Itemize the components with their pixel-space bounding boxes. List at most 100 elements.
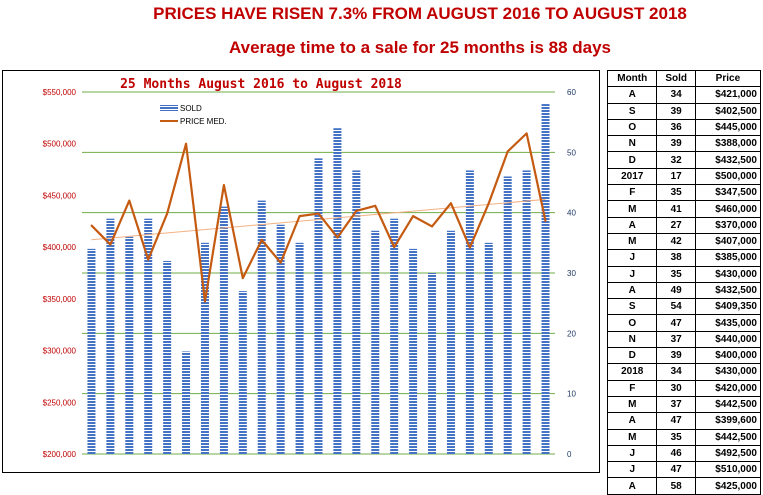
- headline-price-change: PRICES HAVE RISEN 7.3% FROM AUGUST 2016 …: [153, 4, 687, 23]
- legend-label-sold: SOLD: [180, 104, 202, 113]
- cell-price: $402,500: [694, 102, 762, 120]
- cell-price: $442,500: [694, 395, 762, 414]
- y-right-tick-label: 60: [567, 88, 576, 97]
- cell-sold: 58: [656, 477, 696, 495]
- cell-price: $388,000: [694, 135, 762, 153]
- point-price-median: [450, 202, 452, 205]
- cell-month: J: [606, 444, 658, 463]
- point-price-median: [544, 220, 547, 223]
- cell-price: $425,000: [694, 477, 762, 495]
- cell-price: $430,000: [694, 265, 762, 283]
- cell-price: $432,500: [694, 151, 762, 169]
- bar-sold: [352, 170, 361, 454]
- point-price-median: [128, 199, 131, 202]
- cell-price: $445,000: [694, 118, 762, 137]
- cell-sold: 41: [656, 200, 696, 218]
- column-header-month: Month: [606, 69, 658, 88]
- point-price-median: [260, 239, 263, 241]
- point-price-median: [393, 246, 396, 249]
- cell-price: $370,000: [694, 216, 762, 234]
- table-row: O 47 $435,000: [606, 314, 762, 332]
- cell-month: M: [606, 200, 658, 218]
- cell-month: J: [606, 461, 658, 479]
- point-price-median: [336, 236, 339, 239]
- table-row: D 32 $432,500: [606, 151, 762, 169]
- cell-month: D: [606, 151, 658, 169]
- point-price-median: [223, 184, 225, 186]
- cell-sold: 42: [656, 232, 696, 251]
- point-price-median: [185, 142, 187, 145]
- table-row: J 46 $492,500: [606, 444, 762, 463]
- table-row: A 34 $421,000: [606, 86, 762, 104]
- cell-sold: 36: [656, 118, 696, 137]
- point-price-median: [355, 210, 358, 212]
- cell-price: $500,000: [694, 167, 762, 186]
- cell-price: $347,500: [694, 184, 762, 202]
- table-row: O 36 $445,000: [606, 118, 762, 137]
- bar-sold: [125, 236, 134, 454]
- point-price-median: [241, 277, 244, 280]
- cell-month: A: [606, 281, 658, 300]
- combo-chart: 0 10 20 30 40 50 60 $200,000 $250,000 $300,000 $35…: [43, 77, 577, 459]
- sales-table-panel: Month Sold Price A 34 $421,000 S 39 $402,500 O…: [606, 69, 762, 495]
- cell-month: D: [606, 347, 658, 365]
- cell-sold: 32: [656, 151, 696, 169]
- bar-sold: [465, 170, 474, 454]
- cell-sold: 17: [656, 167, 696, 186]
- cell-month: N: [606, 330, 658, 349]
- y-left-tick-label: $400,000: [43, 243, 77, 252]
- point-price-median: [166, 212, 169, 215]
- table-row: 2017 17 $500,000: [606, 167, 762, 186]
- table-row: J 47 $510,000: [606, 461, 762, 479]
- bar-sold: [503, 176, 512, 454]
- bar-sold: [257, 200, 266, 454]
- cell-price: $420,000: [694, 379, 762, 397]
- bar-sold: [144, 218, 153, 454]
- point-price-median: [374, 204, 377, 207]
- y-right-tick-label: 30: [567, 269, 576, 278]
- cell-month: M: [606, 232, 658, 251]
- cell-month: M: [606, 395, 658, 414]
- cell-sold: 39: [656, 135, 696, 153]
- bar-sold: [238, 291, 247, 454]
- table-row: A 27 $370,000: [606, 216, 762, 234]
- cell-sold: 47: [656, 314, 696, 332]
- bar-sold: [314, 158, 323, 454]
- cell-sold: 27: [656, 216, 696, 234]
- y-right-tick-label: 40: [567, 209, 576, 218]
- table-row: M 37 $442,500: [606, 395, 762, 414]
- point-price-median: [147, 258, 150, 261]
- table-row: M 35 $442,500: [606, 428, 762, 446]
- bar-sold: [428, 273, 437, 454]
- bar-sold: [163, 260, 172, 454]
- cell-sold: 47: [656, 412, 696, 430]
- cell-price: $432,500: [694, 281, 762, 300]
- cell-sold: 34: [656, 86, 696, 104]
- cell-sold: 39: [656, 102, 696, 120]
- column-header-sold: Sold: [656, 69, 696, 88]
- point-price-median: [90, 224, 93, 227]
- bar-sold: [106, 218, 115, 454]
- y-left-tick-label: $200,000: [43, 450, 77, 459]
- cell-price: $460,000: [694, 200, 762, 218]
- cell-sold: 39: [656, 347, 696, 365]
- bar-sold: [182, 351, 191, 454]
- y-right-tick-label: 50: [567, 148, 576, 157]
- cell-month: A: [606, 216, 658, 234]
- cell-month: S: [606, 102, 658, 120]
- y-left-tick-label: $500,000: [43, 140, 77, 149]
- cell-month: 2017: [606, 167, 658, 186]
- y-right-tick-label: 10: [567, 390, 576, 399]
- point-price-median: [431, 225, 433, 228]
- point-price-median: [412, 215, 414, 218]
- cell-sold: 47: [656, 461, 696, 479]
- table-header-row: Month Sold Price: [606, 69, 762, 88]
- cell-price: $385,000: [694, 249, 762, 267]
- table-row: S 39 $402,500: [606, 102, 762, 120]
- bar-sold: [200, 242, 209, 454]
- table-row: S 54 $409,350: [606, 298, 762, 316]
- cell-month: S: [606, 298, 658, 316]
- bar-sold: [333, 128, 342, 454]
- table-row: N 39 $388,000: [606, 135, 762, 153]
- table-row: J 38 $385,000: [606, 249, 762, 267]
